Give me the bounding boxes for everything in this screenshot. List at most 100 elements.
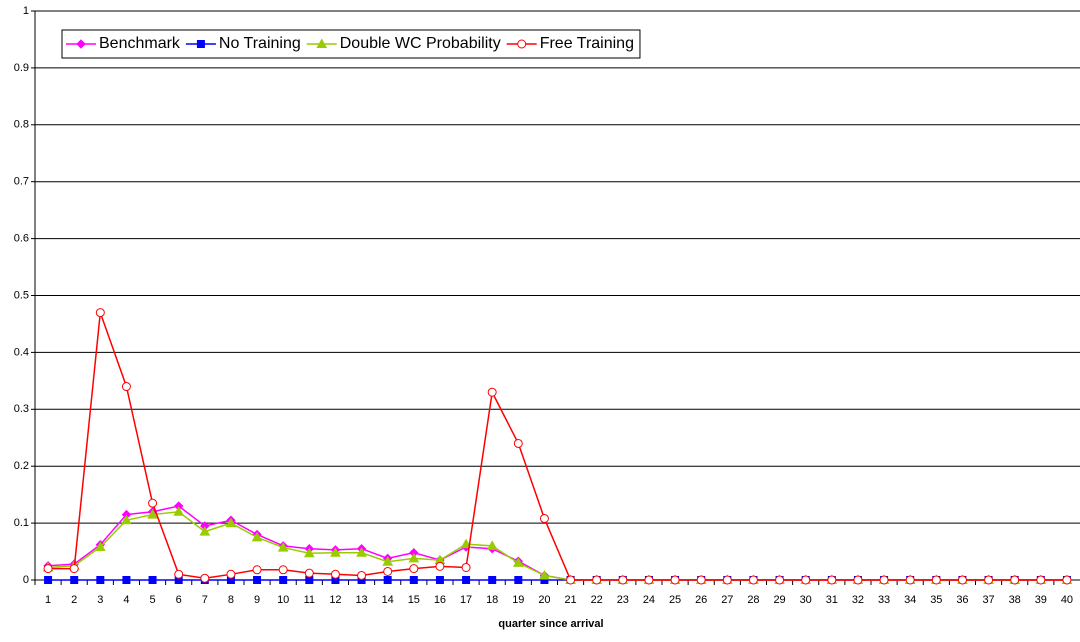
marker	[539, 569, 550, 580]
y-tick-label: 0.5	[14, 289, 29, 301]
marker	[879, 575, 889, 585]
x-tick-label: 4	[123, 594, 129, 606]
marker	[121, 514, 132, 525]
x-tick-label: 12	[329, 594, 341, 606]
marker	[1036, 575, 1046, 585]
marker	[618, 575, 628, 585]
marker	[801, 575, 811, 585]
x-tick-label: 17	[460, 594, 472, 606]
marker	[174, 569, 184, 579]
y-tick-label: 0	[23, 574, 29, 586]
marker	[303, 547, 315, 558]
marker	[905, 575, 915, 585]
x-tick-label: 28	[747, 594, 759, 606]
marker	[461, 562, 471, 572]
x-tick-label: 22	[591, 594, 603, 606]
legend: Benchmark No Training Double WC Probabilit…	[61, 29, 641, 59]
marker	[957, 575, 967, 585]
legend-label: Benchmark	[99, 35, 181, 52]
marker	[278, 565, 288, 575]
y-tick-label: 1	[23, 5, 29, 17]
x-tick-label: 3	[97, 594, 103, 606]
marker	[95, 308, 105, 318]
x-tick-label: 8	[228, 594, 234, 606]
marker	[173, 506, 185, 516]
marker	[330, 547, 341, 557]
x-tick-label: 26	[695, 594, 707, 606]
marker	[69, 564, 79, 574]
marker	[517, 39, 527, 49]
x-tick-label: 7	[202, 594, 208, 606]
x-tick-label: 2	[71, 594, 77, 606]
marker	[592, 575, 602, 585]
x-tick-label: 29	[773, 594, 785, 606]
marker	[196, 40, 205, 48]
x-tick-label: 30	[800, 594, 812, 606]
x-tick-label: 6	[176, 594, 182, 606]
y-tick-label: 0.8	[14, 119, 29, 131]
x-tick-label: 33	[878, 594, 890, 606]
marker	[225, 517, 237, 528]
x-tick-label: 32	[852, 594, 864, 606]
marker	[566, 575, 576, 585]
x-tick-label: 38	[1009, 594, 1021, 606]
x-tick-label: 39	[1035, 594, 1047, 606]
marker	[486, 540, 498, 550]
x-tick-label: 27	[721, 594, 733, 606]
legend-box	[61, 29, 641, 59]
marker	[513, 438, 523, 448]
x-tick-label: 10	[277, 594, 289, 606]
legend-label: Double WC Probability	[340, 35, 501, 52]
marker	[670, 575, 680, 585]
x-tick-label: 14	[382, 594, 394, 606]
marker	[1010, 575, 1020, 585]
x-tick-label: 9	[254, 594, 260, 606]
marker	[199, 526, 211, 536]
y-tick-label: 0.7	[14, 176, 29, 188]
x-tick-label: 35	[930, 594, 942, 606]
x-tick-label: 31	[826, 594, 838, 606]
marker	[304, 568, 314, 578]
x-tick-label: 18	[486, 594, 498, 606]
marker	[147, 509, 158, 519]
marker	[512, 557, 524, 567]
marker	[94, 541, 106, 551]
marker	[382, 556, 394, 566]
marker	[44, 576, 53, 584]
x-tick-label: 34	[904, 594, 916, 606]
marker	[200, 573, 210, 583]
marker	[931, 575, 941, 585]
marker	[748, 575, 758, 585]
y-tick-label: 0.1	[14, 517, 29, 529]
marker	[827, 575, 837, 585]
x-axis-label: quarter since arrival	[498, 618, 603, 630]
marker	[644, 575, 654, 585]
marker	[148, 576, 157, 584]
x-tick-label: 11	[304, 594, 315, 606]
y-tick-label: 0.6	[14, 233, 29, 245]
y-tick-label: 0.2	[14, 460, 29, 472]
marker	[435, 576, 444, 584]
marker	[70, 576, 79, 584]
y-tick-label: 0.3	[14, 403, 29, 415]
series-line	[48, 505, 1067, 581]
x-tick-label: 13	[355, 594, 367, 606]
x-tick-label: 16	[434, 594, 446, 606]
legend-label: No Training	[219, 35, 301, 52]
x-tick-label: 19	[512, 594, 524, 606]
x-tick-label: 40	[1061, 594, 1073, 606]
marker	[251, 531, 263, 542]
marker	[148, 498, 158, 508]
marker	[252, 565, 262, 575]
x-tick-label: 21	[564, 594, 576, 606]
marker	[539, 514, 549, 524]
marker	[330, 569, 340, 579]
x-tick-label: 23	[617, 594, 629, 606]
x-tick-label: 1	[45, 594, 51, 606]
x-tick-label: 20	[538, 594, 550, 606]
series-line	[48, 510, 1067, 581]
marker	[488, 576, 497, 584]
marker	[984, 575, 994, 585]
